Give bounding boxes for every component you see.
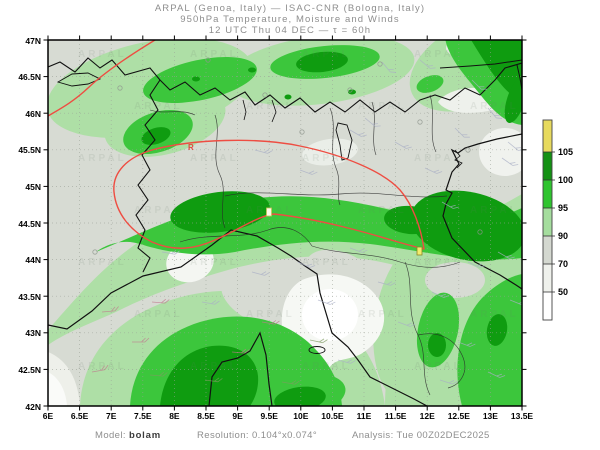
temperature-contours [48,40,425,250]
lat-tick-label: 43.5N [18,291,41,302]
axis-ticks [43,35,527,411]
lon-tick-label: 10E [293,411,309,421]
svg-text:ARPAL: ARPAL [414,257,463,268]
svg-text:ARPAL: ARPAL [358,309,407,320]
lon-tick-label: 7.5E [134,411,152,421]
svg-text:ARPAL: ARPAL [302,257,351,268]
lon-tick-label: 12E [419,411,435,421]
svg-text:ARPAL: ARPAL [582,101,600,112]
figure-title: ARPAL (Genoa, Italy) — ISAC-CNR (Bologna… [50,3,530,36]
svg-text:ARPAL: ARPAL [582,309,600,320]
svg-text:ARPAL: ARPAL [134,309,183,320]
lat-tick-label: 44N [25,255,41,266]
colorbar-tick-label: 70 [558,259,569,269]
lon-tick-label: 7E [105,411,117,421]
svg-text:ARPAL: ARPAL [302,153,351,164]
lon-tick-label: 8E [169,411,180,421]
lat-tick-label: 46.5N [18,72,41,83]
colorbar-tick-label: 100 [558,175,574,185]
lon-tick-label: 11E [356,411,372,421]
lat-tick-label: 42.5N [18,364,41,375]
colorbar [542,119,555,321]
svg-text:ARPAL: ARPAL [526,49,575,60]
svg-text:ARPAL: ARPAL [358,205,407,216]
svg-text:ARPAL: ARPAL [470,205,519,216]
lon-tick-label: 8.5E [197,411,215,421]
svg-text:ARPAL: ARPAL [470,309,519,320]
svg-text:ARPAL: ARPAL [78,49,127,60]
contour-label-r: R [188,143,194,152]
title-line-validtime: 12 UTC Thu 04 DEC — τ = 60h [208,25,372,36]
svg-text:ARPAL: ARPAL [302,361,351,372]
svg-text:ARPAL: ARPAL [190,361,239,372]
svg-text:ARPAL: ARPAL [582,205,600,216]
lon-tick-label: 6E [42,411,54,421]
lon-tick-label: 9E [232,411,243,421]
svg-text:ARPAL: ARPAL [134,205,183,216]
lon-tick-label: 9.5E [260,411,278,421]
svg-text:ARPAL: ARPAL [414,49,463,60]
lon-tick-label: 13E [482,411,498,421]
lon-tick-label: 13.5E [510,411,534,421]
svg-text:ARPAL: ARPAL [246,309,295,320]
graticule [48,40,522,406]
analysis-info: Analysis: Tue 00Z02DEC2025 [352,430,490,441]
colorbar-tick-label: 90 [558,231,569,241]
svg-text:ARPAL: ARPAL [134,101,183,112]
lat-tick-label: 45.5N [18,145,41,156]
wind-barbs [91,57,522,385]
colorbar-tick-label: 105 [558,147,574,157]
station-marker-east [416,246,423,256]
colorbar-tick-label: 50 [558,287,569,297]
lon-tick-label: 10.5E [321,411,344,421]
svg-text:ARPAL: ARPAL [414,361,463,372]
svg-text:ARPAL: ARPAL [246,101,295,112]
svg-text:ARPAL: ARPAL [470,101,519,112]
lat-tick-label: 45N [25,181,41,192]
svg-text:ARPAL: ARPAL [358,101,407,112]
model-info: Model: bolam [95,430,161,441]
svg-text:ARPAL: ARPAL [78,361,127,372]
lon-tick-label: 12.5E [447,411,470,421]
lat-tick-label: 44.5N [18,218,41,229]
title-line-institutions: ARPAL (Genoa, Italy) — ISAC-CNR (Bologna… [154,3,426,14]
coastlines-borders [48,57,522,406]
lon-tick-label: 11.5E [384,411,407,421]
svg-text:ARPAL: ARPAL [78,153,127,164]
svg-text:ARPAL: ARPAL [414,153,463,164]
svg-text:ARPAL: ARPAL [302,49,351,60]
svg-text:ARPAL: ARPAL [190,257,239,268]
lon-tick-label: 6.5E [70,411,89,421]
colorbar-tick-label: 95 [558,203,569,213]
station-marker-west [266,207,272,217]
svg-text:ARPAL: ARPAL [78,257,127,268]
svg-text:ARPAL: ARPAL [526,361,575,372]
lat-tick-label: 42N [25,401,41,412]
title-line-fields: 950hPa Temperature, Moisture and Winds [180,14,400,25]
lat-tick-label: 46N [25,108,41,119]
lat-tick-label: 47N [25,35,41,46]
svg-text:ARPAL: ARPAL [190,49,239,60]
resolution-info: Resolution: 0.104°x0.074° [197,430,318,441]
svg-text:ARPAL: ARPAL [190,153,239,164]
lat-tick-label: 43N [25,328,41,339]
